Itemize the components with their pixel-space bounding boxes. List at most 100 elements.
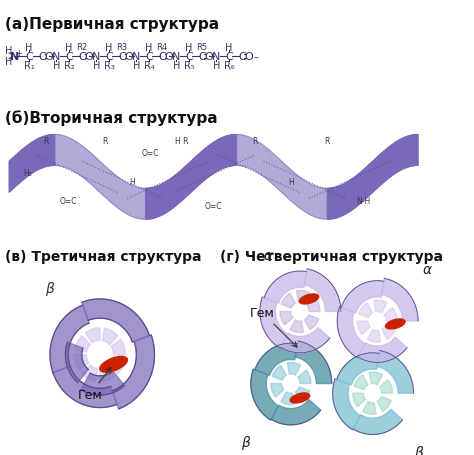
Polygon shape [353, 178, 354, 209]
Polygon shape [336, 187, 337, 218]
Polygon shape [136, 187, 137, 218]
Text: N: N [212, 51, 220, 61]
Polygon shape [167, 181, 168, 212]
Polygon shape [188, 164, 189, 196]
Polygon shape [384, 151, 385, 182]
Polygon shape [42, 137, 43, 168]
Text: H: H [213, 61, 220, 71]
Polygon shape [354, 375, 368, 390]
Text: C: C [105, 51, 113, 61]
Polygon shape [219, 139, 220, 171]
Polygon shape [49, 136, 50, 167]
Polygon shape [25, 148, 26, 179]
Polygon shape [65, 137, 66, 168]
Polygon shape [342, 185, 343, 216]
Text: R₄: R₄ [144, 61, 155, 71]
Polygon shape [131, 186, 132, 217]
Polygon shape [94, 157, 95, 188]
Polygon shape [217, 141, 218, 172]
Polygon shape [415, 135, 416, 166]
Polygon shape [139, 188, 140, 219]
Polygon shape [168, 181, 169, 212]
Polygon shape [63, 136, 64, 167]
Polygon shape [258, 143, 259, 174]
Text: R₅: R₅ [184, 61, 194, 71]
Polygon shape [400, 140, 401, 171]
Polygon shape [290, 320, 303, 333]
Polygon shape [310, 184, 311, 216]
Polygon shape [171, 179, 172, 210]
Polygon shape [119, 178, 120, 210]
Polygon shape [76, 142, 77, 173]
Polygon shape [192, 160, 193, 192]
Polygon shape [318, 187, 319, 218]
Text: H: H [92, 61, 100, 71]
Polygon shape [324, 189, 325, 220]
Polygon shape [65, 343, 88, 383]
Polygon shape [363, 171, 364, 202]
Polygon shape [89, 152, 90, 183]
Polygon shape [377, 351, 413, 393]
Polygon shape [10, 160, 11, 192]
Polygon shape [277, 158, 278, 189]
Polygon shape [239, 136, 240, 166]
Text: H: H [146, 43, 153, 53]
Polygon shape [105, 167, 106, 198]
Text: R₂: R₂ [64, 61, 74, 71]
Polygon shape [374, 160, 375, 191]
Polygon shape [74, 355, 89, 370]
Polygon shape [113, 174, 114, 205]
Polygon shape [255, 141, 256, 172]
Polygon shape [103, 165, 104, 197]
Polygon shape [21, 151, 22, 182]
Polygon shape [386, 150, 387, 181]
Polygon shape [106, 168, 107, 199]
Polygon shape [300, 178, 301, 209]
Polygon shape [355, 177, 356, 208]
Polygon shape [238, 135, 239, 166]
Polygon shape [82, 147, 83, 178]
Polygon shape [290, 169, 291, 201]
Polygon shape [409, 136, 410, 167]
Polygon shape [247, 137, 248, 168]
Polygon shape [255, 344, 298, 375]
Polygon shape [19, 152, 20, 183]
Polygon shape [280, 161, 281, 192]
Polygon shape [263, 146, 264, 177]
Polygon shape [198, 155, 199, 186]
Text: C: C [118, 51, 126, 61]
Text: β: β [241, 435, 250, 449]
Polygon shape [174, 176, 175, 207]
Polygon shape [78, 144, 79, 175]
Polygon shape [64, 137, 65, 168]
Polygon shape [284, 164, 285, 196]
Polygon shape [233, 135, 234, 166]
Polygon shape [353, 410, 402, 435]
Polygon shape [406, 137, 407, 168]
Polygon shape [82, 299, 149, 343]
Polygon shape [240, 136, 241, 167]
Polygon shape [149, 189, 150, 219]
Polygon shape [349, 181, 350, 212]
Polygon shape [16, 155, 17, 187]
Polygon shape [397, 142, 398, 173]
Polygon shape [303, 180, 304, 212]
Polygon shape [323, 189, 324, 219]
Polygon shape [337, 353, 379, 385]
Text: R₆: R₆ [224, 61, 235, 71]
Polygon shape [145, 189, 146, 220]
Polygon shape [81, 146, 82, 177]
Polygon shape [339, 186, 340, 217]
Polygon shape [341, 186, 342, 217]
Polygon shape [259, 143, 260, 174]
Text: α: α [264, 248, 273, 262]
Polygon shape [358, 175, 359, 206]
Polygon shape [313, 186, 314, 217]
Polygon shape [354, 178, 355, 209]
Polygon shape [28, 145, 29, 177]
Polygon shape [333, 379, 360, 430]
Polygon shape [135, 187, 136, 218]
Polygon shape [282, 162, 283, 194]
Polygon shape [345, 184, 346, 215]
Polygon shape [111, 172, 112, 204]
